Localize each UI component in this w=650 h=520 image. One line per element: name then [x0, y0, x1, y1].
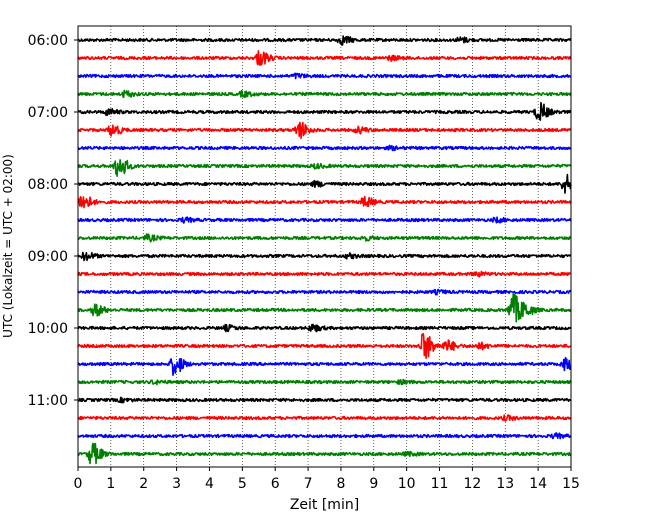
trace-line: [77, 216, 572, 224]
y-tick-label: 07:00: [28, 105, 68, 121]
trace-line: [77, 288, 572, 296]
x-tick-label: 1: [106, 476, 115, 492]
trace-line: [77, 414, 572, 422]
trace-line: [77, 195, 572, 209]
y-tick-label: 08:00: [28, 177, 68, 193]
trace-line: [77, 89, 572, 99]
trace-line: [77, 159, 572, 177]
trace-line: [77, 251, 572, 262]
x-tick-label: 10: [398, 476, 416, 492]
y-tick-label: 09:00: [28, 249, 68, 265]
trace-line: [77, 356, 572, 376]
trace-line: [77, 442, 572, 465]
trace-line: [77, 101, 572, 121]
x-tick-label: 7: [304, 476, 313, 492]
trace-line: [77, 35, 572, 46]
x-tick-label: 13: [496, 476, 514, 492]
trace-line: [77, 332, 572, 360]
trace-line: [77, 233, 572, 243]
plot-frame: [77, 25, 572, 468]
x-tick-label: 12: [463, 476, 481, 492]
x-tick-label: 14: [529, 476, 547, 492]
x-tick-label: 5: [238, 476, 247, 492]
y-tick-label: 10:00: [28, 321, 68, 337]
x-tick-label: 11: [431, 476, 449, 492]
trace-line: [77, 292, 572, 323]
x-tick-label: 3: [172, 476, 181, 492]
trace-line: [77, 323, 572, 333]
trace-lines: [77, 35, 572, 465]
trace-line: [77, 144, 572, 152]
trace-line: [77, 173, 572, 194]
trace-line: [77, 270, 572, 278]
y-axis-label: UTC (Lokalzeit = UTC + 02:00): [1, 154, 15, 338]
x-tick-label: 9: [369, 476, 378, 492]
x-tick-label: 8: [336, 476, 345, 492]
trace-line: [77, 432, 572, 440]
y-tick-label: 06:00: [28, 33, 68, 49]
x-axis-label: Zeit [min]: [290, 497, 359, 513]
x-tick-label: 4: [205, 476, 214, 492]
y-ticks: 06:00 07:00 08:00 09:00 10:00 11:00: [28, 33, 78, 409]
x-tick-label: 0: [74, 476, 83, 492]
x-tick-label: 15: [562, 476, 580, 492]
y-tick-label: 11:00: [28, 393, 68, 409]
trace-line: [77, 396, 572, 404]
x-tick-label: 6: [271, 476, 280, 492]
x-ticks: 0 1 2 3 4 5 6 7 8 9 10 11 12 13 14 15: [74, 467, 580, 492]
x-tick-label: 2: [139, 476, 148, 492]
trace-line: [77, 50, 572, 66]
trace-line: [77, 72, 572, 80]
trace-line: [77, 378, 572, 386]
trace-line: [77, 121, 572, 139]
